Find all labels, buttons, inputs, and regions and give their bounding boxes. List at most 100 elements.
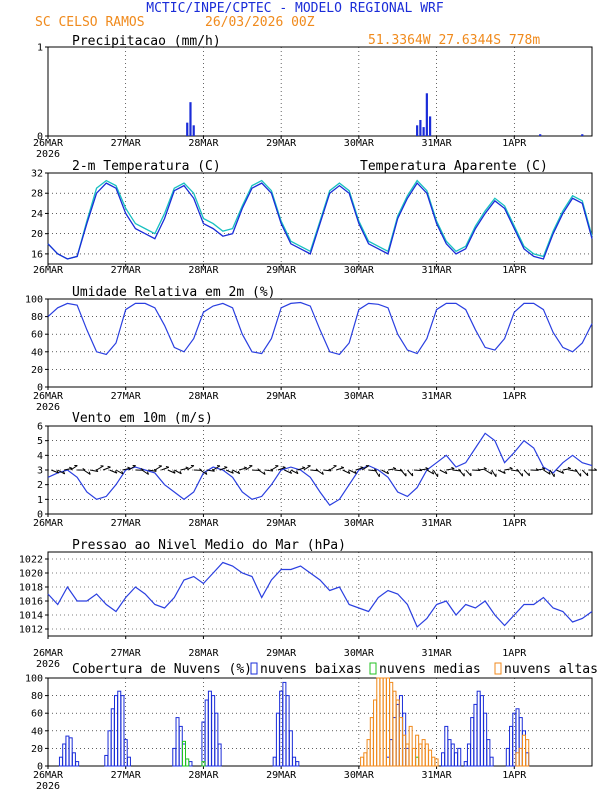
cloud-bar: [182, 740, 186, 767]
wind-arrow: [57, 469, 65, 475]
wind-arrow-head: [88, 471, 91, 475]
x-tick-label: 1APR: [502, 770, 527, 781]
x-tick-label: 30MAR: [344, 518, 375, 529]
wind-arrow-head: [237, 470, 241, 474]
wind-arrow-head: [127, 466, 131, 469]
x-tick-label: 1APR: [502, 265, 527, 276]
cloud-bar: [107, 730, 112, 767]
wind-arrow: [102, 466, 111, 471]
panel-title: Precipitacao (mm/h): [72, 34, 221, 49]
panel-frame: [47, 46, 593, 137]
precip-bar: [422, 127, 425, 136]
wind-arrow-head: [425, 467, 429, 470]
precip-bar: [186, 122, 189, 136]
cloud-bar: [214, 712, 219, 767]
wind-arrow: [439, 469, 448, 475]
precip-bar: [419, 119, 422, 136]
y-tick-label: 80: [31, 312, 43, 323]
cloud-bar: [201, 721, 206, 767]
wind-arrow-head: [509, 466, 513, 470]
wind-arrow: [381, 469, 389, 475]
wind-arrow-head: [503, 470, 506, 474]
legend-swatch: [494, 662, 502, 675]
x-tick-label: 28MAR: [188, 391, 219, 402]
wind-arrow: [219, 466, 228, 471]
wind-arrow-head: [386, 470, 390, 475]
cloud-bar: [211, 695, 216, 767]
wind-arrow-head: [490, 471, 493, 475]
cloud-bar: [71, 752, 76, 767]
x-tick-label: 28MAR: [188, 770, 219, 781]
cloud-bar: [185, 758, 190, 767]
cloud-bar: [382, 677, 387, 767]
cloud-bar: [369, 717, 374, 767]
cloud-bar: [444, 725, 449, 767]
location-label: SC CELSO RAMOS: [35, 15, 145, 30]
precip-bar: [425, 93, 428, 136]
wind-arrow-head: [69, 466, 73, 469]
wind-arrow-head: [302, 466, 306, 469]
wind-arrow-head: [483, 467, 487, 470]
y-tick-label: 0: [37, 383, 43, 394]
wind-arrow: [361, 465, 370, 471]
cloud-bar: [201, 761, 206, 767]
wind-arrow: [128, 465, 136, 471]
cloud-bar: [379, 677, 384, 767]
y-tick-label: 1: [37, 495, 43, 506]
wind-arrow: [556, 469, 564, 474]
wind-arrow: [167, 469, 176, 474]
cloud-bar: [405, 743, 410, 767]
wind-arrow-head: [282, 466, 286, 468]
x-tick-label: 29MAR: [266, 770, 297, 781]
cloud-bar: [486, 739, 491, 767]
cloud-bar: [373, 699, 378, 767]
series-line: [47, 179, 593, 260]
wind-arrow: [432, 469, 439, 477]
wind-arrow: [374, 469, 380, 478]
cloud-bar: [434, 758, 439, 767]
wind-arrow-head: [56, 470, 60, 474]
cloud-bar: [65, 735, 70, 767]
wind-arrow: [478, 468, 487, 471]
wind-arrow-head: [321, 471, 324, 475]
x-tick-label: 30MAR: [344, 265, 375, 276]
wind-arrow: [316, 469, 324, 475]
y-tick-label: 1016: [19, 597, 43, 608]
wind-arrow-head: [594, 468, 598, 471]
y-tick-label: 24: [31, 209, 43, 220]
wind-arrow: [446, 468, 455, 471]
wind-arrow: [264, 469, 273, 472]
cloud-bar: [204, 699, 209, 767]
wind-arrow-head: [296, 470, 299, 474]
wind-arrow-head: [140, 468, 144, 471]
wind-arrow: [180, 467, 189, 471]
wind-arrow: [154, 465, 162, 471]
y-tick-label: 16: [31, 249, 43, 260]
x-tick-label: 27MAR: [111, 518, 142, 529]
y-tick-label: 40: [31, 726, 43, 737]
cloud-bar: [217, 743, 222, 767]
year-label: 2026: [36, 149, 60, 160]
wind-arrow: [258, 469, 266, 475]
wind-arrow: [458, 469, 465, 477]
wind-arrow: [271, 465, 279, 471]
cloud-bar: [392, 690, 397, 767]
y-tick-label: 2: [37, 480, 43, 491]
wind-arrow-head: [432, 471, 435, 475]
precip-bar: [581, 134, 584, 136]
x-tick-label: 27MAR: [111, 648, 142, 659]
cloud-bar: [518, 747, 523, 767]
wind-arrow-head: [114, 470, 118, 474]
legend-label: nuvens baixas: [260, 662, 362, 677]
x-tick-label: 26MAR: [33, 391, 64, 402]
y-tick-label: 1022: [19, 555, 43, 566]
panel-4: 0 1 2 3 4 5 6 26MAR 27MAR 28MAR 29MAR 30MAR 31MAR 1AP…: [33, 411, 598, 529]
cloud-bar: [376, 677, 381, 767]
x-tick-label: 29MAR: [266, 265, 297, 276]
x-tick-label: 1APR: [502, 648, 527, 659]
cloud-bar: [515, 752, 520, 767]
wind-arrow-head: [165, 466, 169, 468]
cloud-bar: [272, 756, 277, 767]
wind-arrow-head: [173, 470, 176, 474]
cloud-bar: [178, 725, 183, 767]
